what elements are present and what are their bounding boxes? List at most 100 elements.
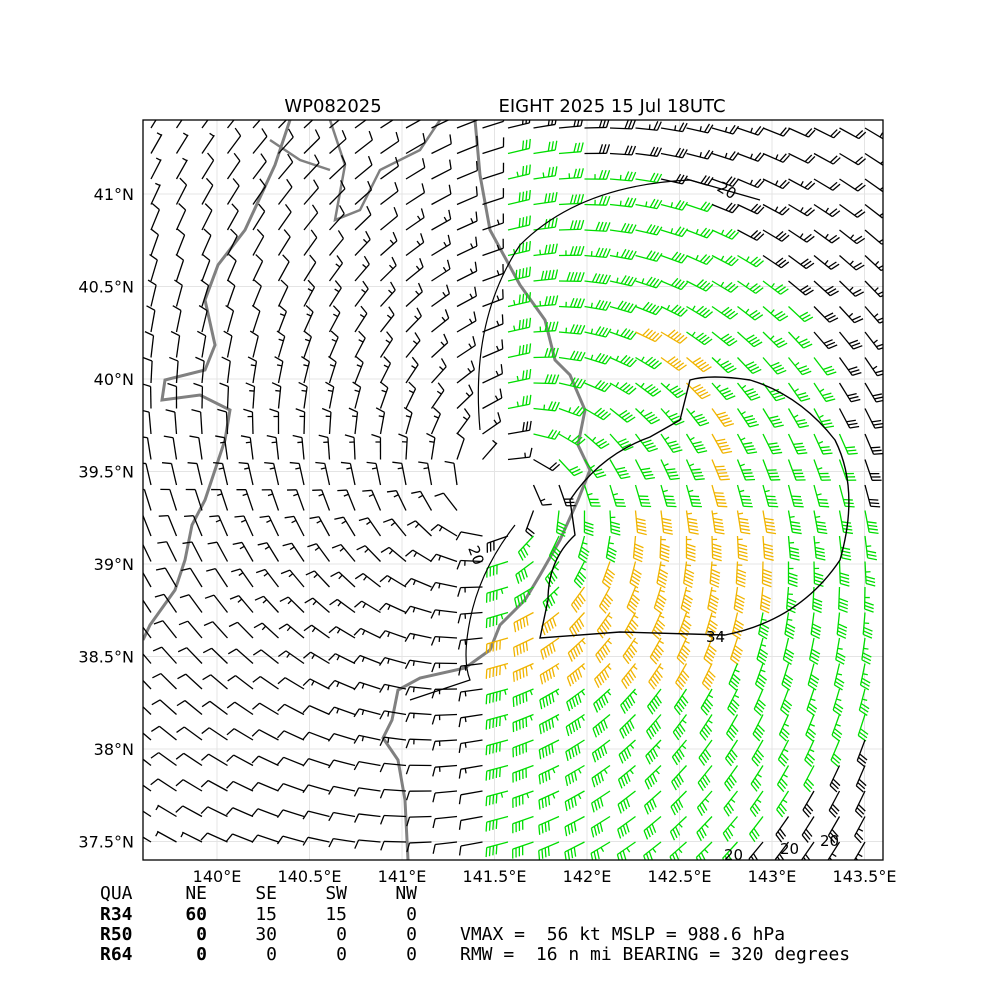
wind-barb [151, 699, 177, 715]
wind-barb [813, 127, 841, 139]
wind-barb [573, 561, 587, 589]
table-header-qua: QUA [100, 883, 133, 904]
wind-barb [591, 739, 611, 763]
wind-barb [353, 627, 381, 639]
wind-barb [143, 653, 152, 664]
wind-barb [784, 612, 796, 640]
wind-barb [482, 314, 504, 333]
wind-barb [175, 779, 203, 792]
wind-barb [155, 804, 177, 818]
wind-barb [787, 357, 812, 376]
wind-barb [161, 462, 178, 486]
table-r34-sw: 15 [325, 904, 347, 925]
wind-barb [609, 300, 638, 314]
wind-barb [354, 205, 372, 231]
wind-barb [176, 700, 203, 716]
wind-barb [864, 484, 881, 508]
table-r50-nw: 0 [406, 924, 417, 945]
wind-barb [517, 535, 534, 561]
wind-barb [458, 713, 483, 728]
wind-barb [143, 810, 152, 818]
wind-barb [215, 435, 229, 460]
wind-barb [163, 435, 178, 460]
wind-barb [352, 381, 362, 409]
wind-barb [328, 355, 337, 384]
wind-barb [609, 222, 637, 234]
wind-barb [152, 646, 177, 664]
wind-barb [787, 535, 800, 561]
wind-barb [759, 586, 771, 614]
wind-barb [762, 408, 784, 428]
x-tick-label: 142.5°E [648, 867, 712, 886]
wind-barb [201, 228, 212, 256]
table-header-sw: SW [325, 883, 347, 904]
wind-barb [839, 203, 866, 218]
wind-barb [432, 841, 458, 854]
wind-barb [833, 663, 845, 691]
wind-barb [456, 360, 476, 384]
wind-barb [328, 305, 341, 333]
wind-barb [711, 510, 725, 535]
wind-barb [354, 120, 367, 129]
wind-barb [226, 754, 254, 767]
wind-barb [176, 726, 203, 741]
wind-barb [839, 178, 866, 192]
table-r64-nw: 0 [406, 944, 417, 965]
wind-barb [328, 653, 356, 665]
wind-barb [507, 317, 532, 333]
wind-barb [380, 206, 399, 231]
wind-barb [609, 459, 631, 480]
wind-barb [379, 356, 392, 384]
wind-barb [635, 146, 663, 157]
wind-barb [584, 247, 611, 259]
wind-barb [405, 133, 426, 155]
wind-barb [226, 279, 236, 307]
wind-barb [354, 305, 368, 333]
wind-barb [711, 433, 733, 454]
coastline-west [143, 120, 292, 641]
wind-barb [828, 790, 841, 818]
wind-barb [737, 305, 764, 321]
wind-barb [626, 586, 641, 615]
wind-barb [635, 172, 663, 184]
wind-barb [165, 409, 178, 435]
wind-barb [223, 330, 233, 358]
wind-barb [751, 739, 765, 767]
wind-barb [430, 636, 458, 646]
wind-barb [485, 790, 509, 807]
wind-barb [621, 663, 638, 689]
wind-barb [251, 729, 279, 741]
wind-barb [155, 567, 178, 588]
wind-barb [533, 166, 558, 180]
wind-barb [632, 535, 644, 563]
wind-barb [379, 762, 407, 773]
wind-barb [344, 434, 356, 460]
wind-barb [807, 663, 820, 691]
wind-barb [515, 560, 534, 584]
wind-barb [282, 542, 305, 562]
wind-barb [277, 279, 289, 307]
y-tick-label: 39°N [94, 555, 134, 574]
wind-barb [722, 816, 738, 842]
wind-barb [762, 254, 790, 269]
wind-barb [660, 329, 688, 344]
wind-barb [830, 739, 842, 768]
wind-barb [379, 602, 407, 614]
wind-barb [175, 157, 188, 180]
wind-barb [565, 739, 585, 762]
wind-barb [686, 201, 714, 213]
wind-barb [354, 839, 381, 849]
wind-barb [354, 572, 381, 588]
wind-barb [143, 571, 152, 588]
wind-barb [669, 841, 687, 860]
wind-barb [255, 568, 280, 588]
wind-barb [864, 510, 879, 535]
wind-barb [146, 305, 156, 333]
wind-barb [635, 356, 663, 370]
wind-barb [853, 841, 866, 860]
wind-barb [507, 447, 533, 461]
wind-barb [172, 305, 182, 333]
wind-barb [482, 439, 498, 460]
wind-barb [277, 650, 305, 665]
wind-barb [264, 461, 280, 486]
